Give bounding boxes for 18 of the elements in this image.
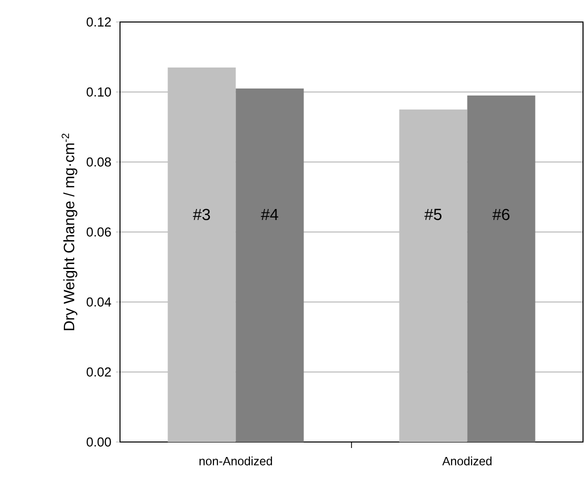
annotation: #5	[424, 208, 442, 220]
y-tick-label: 0.04	[86, 297, 112, 307]
bar	[467, 95, 536, 442]
annotation: #3	[192, 208, 210, 220]
y-tick-label: 0.02	[86, 367, 111, 377]
annotation: #4	[260, 208, 278, 220]
bar	[168, 67, 236, 442]
y-tick-label: 0.06	[86, 227, 111, 237]
x-tick-label: non-Anodized	[200, 456, 272, 466]
x-tick-label: Anodized	[442, 456, 492, 466]
bar	[236, 88, 304, 442]
y-tick-label: 0.10	[86, 87, 111, 97]
y-tick-label: 0.08	[86, 157, 111, 167]
y-tick-label: 0.12	[86, 17, 111, 27]
y-axis-title: Dry Weight Change / mg·cm$^{-2}$	[62, 134, 78, 330]
bar	[399, 109, 468, 442]
y-tick-label: 0.00	[86, 437, 111, 447]
annotation: #6	[492, 208, 510, 220]
